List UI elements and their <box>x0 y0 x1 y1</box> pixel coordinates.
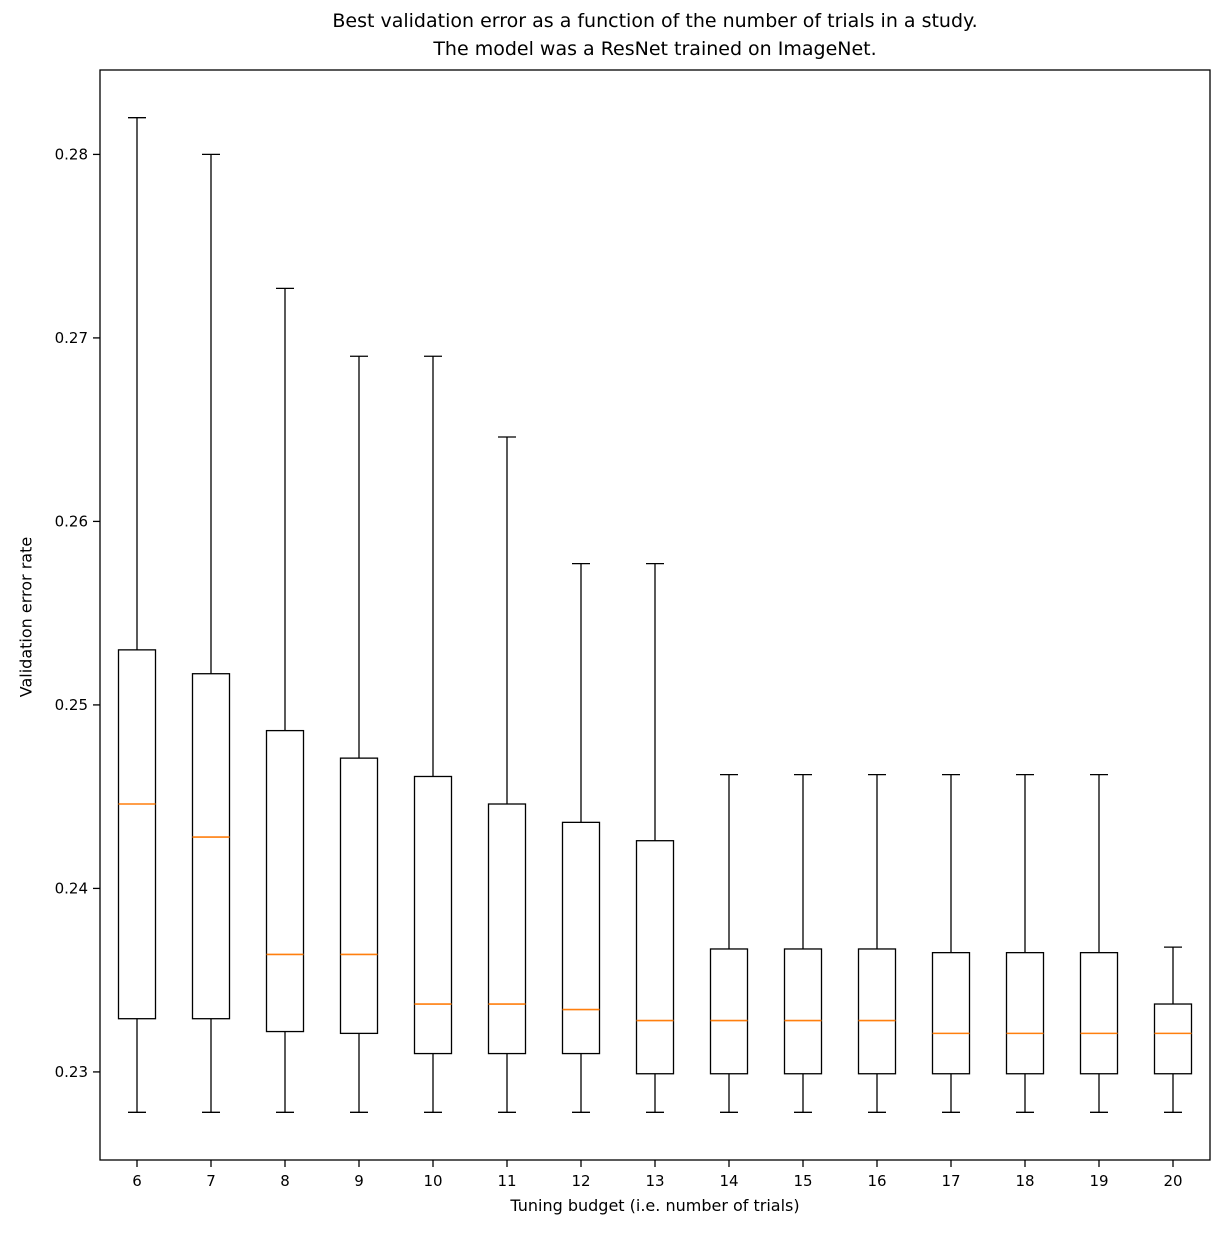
chart-title: Best validation error as a function of t… <box>100 8 1210 63</box>
x-tick-label: 12 <box>571 1172 590 1190</box>
y-tick-label: 0.28 <box>55 145 88 163</box>
x-tick-label: 16 <box>867 1172 886 1190</box>
x-tick-label: 10 <box>423 1172 442 1190</box>
x-tick-label: 15 <box>793 1172 812 1190</box>
box-7 <box>191 673 231 1020</box>
x-tick-label: 18 <box>1015 1172 1034 1190</box>
x-tick-label: 13 <box>645 1172 664 1190</box>
x-tick-label: 7 <box>206 1172 216 1190</box>
box-13 <box>635 840 675 1075</box>
x-tick-label: 8 <box>280 1172 290 1190</box>
y-tick-label: 0.26 <box>55 512 88 530</box>
box-8 <box>265 729 305 1033</box>
box-15 <box>783 948 823 1075</box>
x-tick-label: 11 <box>497 1172 516 1190</box>
box-18 <box>1005 951 1045 1075</box>
box-16 <box>857 948 897 1075</box>
box-10 <box>413 775 453 1055</box>
box-12 <box>561 821 601 1055</box>
box-20 <box>1153 1003 1193 1075</box>
y-tick-label: 0.24 <box>55 879 88 897</box>
y-tick-label: 0.27 <box>55 329 88 347</box>
y-tick-label: 0.25 <box>55 696 88 714</box>
box-9 <box>339 757 379 1035</box>
chart-title-line1: Best validation error as a function of t… <box>332 10 978 32</box>
x-tick-label: 17 <box>941 1172 960 1190</box>
box-17 <box>931 951 971 1075</box>
box-6 <box>117 649 157 1020</box>
x-tick-label: 6 <box>132 1172 142 1190</box>
chart-title-line2: The model was a ResNet trained on ImageN… <box>433 37 877 60</box>
y-tick-label: 0.23 <box>55 1063 88 1081</box>
x-tick-label: 9 <box>354 1172 364 1190</box>
x-tick-label: 20 <box>1163 1172 1182 1190</box>
x-tick-label: 19 <box>1089 1172 1108 1190</box>
x-tick-label: 14 <box>719 1172 738 1190</box>
x-axis-label: Tuning budget (i.e. number of trials) <box>510 1196 800 1215</box>
box-19 <box>1079 951 1119 1075</box>
box-11 <box>487 803 527 1055</box>
axes-frame <box>99 69 1211 1161</box>
box-14 <box>709 948 749 1075</box>
